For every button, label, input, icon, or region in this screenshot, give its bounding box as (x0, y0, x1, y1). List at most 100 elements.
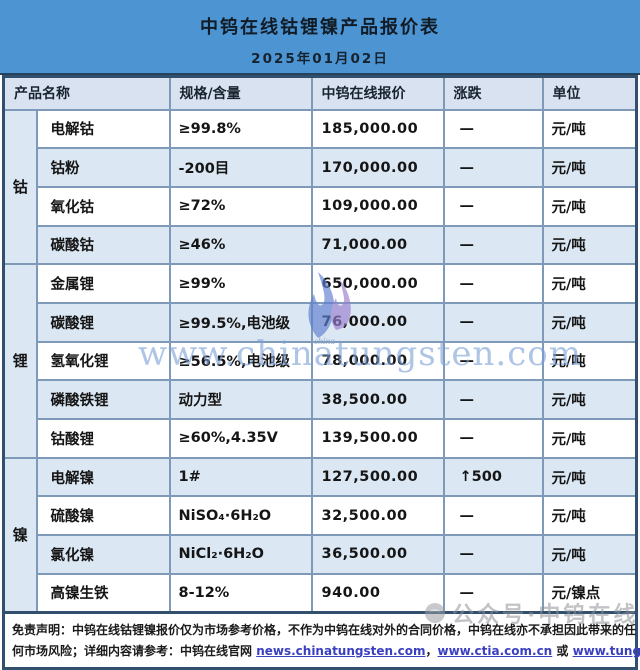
unit-cell: 元/吨 (541, 418, 638, 459)
col-header-spec: 规格/含量 (168, 75, 313, 111)
spec-cell: ≥99.8% (168, 108, 313, 150)
price-cell: 36,500.00 (310, 534, 445, 575)
product-name-cell: 钴酸锂 (35, 418, 171, 459)
price-cell: 71,000.00 (310, 224, 445, 266)
spec-cell: 8-12% (168, 572, 313, 614)
spec-cell: ≥46% (168, 224, 313, 266)
disclaimer-footer: 免责声明：中钨在线钴锂镍报价仅为市场参考价格，不作为中钨在线对外的合同价格，中钨… (2, 613, 640, 670)
price-cell: 127,500.00 (310, 456, 445, 498)
product-name-cell: 钴粉 (35, 147, 171, 188)
unit-cell: 元/吨 (541, 263, 638, 304)
change-cell: — (442, 185, 544, 227)
price-cell: 139,500.00 (310, 418, 445, 459)
table-row: 碳酸钴 ≥46% 71,000.00 — 元/吨 (3, 224, 638, 266)
spec-cell: ≥99% (168, 263, 313, 304)
spec-cell: 1# (168, 456, 313, 498)
table-row: 氯化镍 NiCl₂·6H₂O 36,500.00 — 元/吨 (3, 534, 638, 575)
table-row: 磷酸铁锂 动力型 38,500.00 — 元/吨 (3, 379, 638, 420)
price-cell: 76,000.00 (310, 301, 445, 343)
price-cell: 170,000.00 (310, 147, 445, 188)
unit-cell: 元/吨 (541, 185, 638, 227)
product-name-cell: 碳酸钴 (35, 224, 171, 266)
product-name-cell: 电解镍 (35, 456, 171, 498)
change-cell: — (442, 108, 544, 150)
spec-cell: ≥56.5%,电池级 (168, 340, 313, 382)
disclaimer-line2-text: 何市场风险；详细内容请参考：中钨在线官网 (12, 643, 257, 658)
unit-cell: 元/镍点 (541, 572, 638, 614)
change-cell: — (442, 534, 544, 575)
unit-cell: 元/吨 (541, 456, 638, 498)
price-cell: 185,000.00 (310, 108, 445, 150)
change-cell: — (442, 224, 544, 266)
product-name-cell: 磷酸铁锂 (35, 379, 171, 420)
table-row: 钴 电解钴 ≥99.8% 185,000.00 — 元/吨 (2, 108, 638, 266)
link-news-chinatungsten[interactable]: news.chinatungsten.com (256, 643, 426, 658)
unit-cell: 元/吨 (541, 379, 638, 420)
link-tungsten[interactable]: www.tungsten.com.cn (572, 643, 640, 658)
page-title: 中钨在线钴锂镍产品报价表 (200, 17, 440, 38)
unit-cell: 元/吨 (541, 534, 638, 575)
product-name-cell: 氯化镍 (35, 534, 171, 575)
group-label-lithium: 锂 (2, 263, 38, 459)
product-name-cell: 氢氧化锂 (35, 340, 171, 382)
change-cell: — (442, 147, 544, 188)
change-cell: — (442, 263, 544, 304)
group-label-cobalt: 钴 (2, 108, 38, 266)
change-up-cell: ↑500 (442, 456, 544, 498)
table-wrap: 产品名称 规格/含量 中钨在线报价 涨跌 单位 钴 电解钴 ≥99.8% 185… (0, 75, 640, 614)
unit-cell: 元/吨 (541, 224, 638, 266)
unit-cell: 元/吨 (541, 108, 638, 150)
change-cell: — (442, 340, 544, 382)
table-row: 氢氧化锂 ≥56.5%,电池级 78,000.00 — 元/吨 (3, 340, 638, 382)
table-row: 高镍生铁 8-12% 940.00 — 元/镍点 (3, 572, 638, 614)
change-cell: — (442, 418, 544, 459)
change-cell: — (442, 379, 544, 420)
unit-cell: 元/吨 (541, 147, 638, 188)
separator-text: ， (425, 643, 438, 658)
table-header-row: 产品名称 规格/含量 中钨在线报价 涨跌 单位 (2, 75, 638, 111)
unit-cell: 元/吨 (541, 340, 638, 382)
product-name-cell: 金属锂 (35, 263, 171, 304)
spec-cell: -200目 (168, 147, 313, 188)
price-cell: 650,000.00 (310, 263, 445, 304)
change-cell: — (442, 572, 544, 614)
table-row: 锂 金属锂 ≥99% 650,000.00 — 元/吨 (2, 263, 638, 459)
price-cell: 78,000.00 (310, 340, 445, 382)
price-cell: 32,500.00 (310, 495, 445, 537)
spec-cell: ≥99.5%,电池级 (168, 301, 313, 343)
disclaimer-line1: 免责声明：中钨在线钴锂镍报价仅为市场参考价格，不作为中钨在线对外的合同价格，中钨… (12, 622, 637, 637)
col-header-product: 产品名称 (2, 75, 171, 111)
table-row: 碳酸锂 ≥99.5%,电池级 76,000.00 — 元/吨 (3, 301, 638, 343)
product-name-cell: 氧化钴 (35, 185, 171, 227)
spec-cell: ≥60%,4.35V (168, 418, 313, 459)
title-band: 中钨在线钴锂镍产品报价表 2025年01月02日 (0, 0, 640, 75)
product-name-cell: 硫酸镍 (35, 495, 171, 537)
product-name-cell: 电解钴 (35, 108, 171, 150)
change-cell: — (442, 301, 544, 343)
table-row: 硫酸镍 NiSO₄·6H₂O 32,500.00 — 元/吨 (3, 495, 638, 537)
product-name-cell: 碳酸锂 (35, 301, 171, 343)
table-row: 钴酸锂 ≥60%,4.35V 139,500.00 — 元/吨 (3, 418, 638, 459)
report-date: 2025年01月02日 (251, 51, 389, 67)
table-row: 氧化钴 ≥72% 109,000.00 — 元/吨 (3, 185, 638, 227)
spec-cell: ≥72% (168, 185, 313, 227)
price-cell: 109,000.00 (310, 185, 445, 227)
col-header-unit: 单位 (541, 75, 638, 111)
link-ctia[interactable]: www.ctia.com.cn (437, 643, 553, 658)
unit-cell: 元/吨 (541, 495, 638, 537)
col-header-change: 涨跌 (442, 75, 544, 111)
separator-text: 或 (552, 643, 573, 658)
price-cell: 38,500.00 (310, 379, 445, 420)
product-name-cell: 高镍生铁 (35, 572, 171, 614)
col-header-price: 中钨在线报价 (310, 75, 445, 111)
change-cell: — (442, 495, 544, 537)
unit-cell: 元/吨 (541, 301, 638, 343)
price-cell: 940.00 (310, 572, 445, 614)
table-row: 钴粉 -200目 170,000.00 — 元/吨 (3, 147, 638, 188)
table-row: 镍 电解镍 1# 127,500.00 ↑500 元/吨 (2, 456, 638, 614)
spec-cell: NiSO₄·6H₂O (168, 495, 313, 537)
group-label-nickel: 镍 (2, 456, 38, 614)
disclaimer-line2: 何市场风险；详细内容请参考：中钨在线官网 news.chinatungsten.… (12, 641, 640, 662)
spec-cell: 动力型 (168, 379, 313, 420)
